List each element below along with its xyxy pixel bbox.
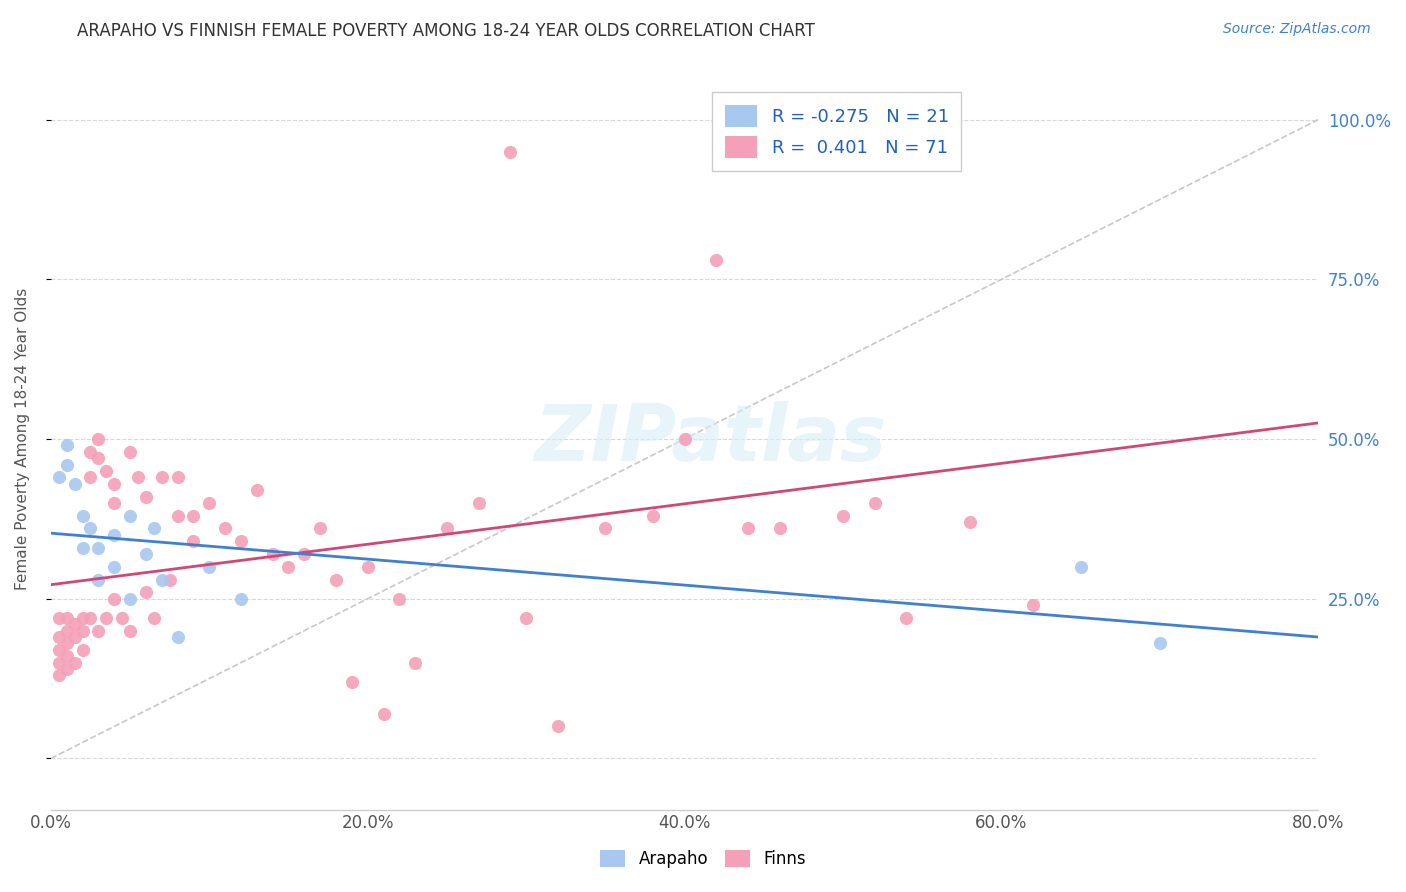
Point xyxy=(55,649,77,664)
Point xyxy=(214,521,236,535)
Point xyxy=(48,668,70,682)
Point xyxy=(166,630,188,644)
Point xyxy=(79,470,101,484)
Point xyxy=(87,573,110,587)
Point xyxy=(183,534,205,549)
Point xyxy=(72,508,94,523)
Point xyxy=(55,611,77,625)
Point xyxy=(135,585,157,599)
Point xyxy=(150,470,173,484)
Point xyxy=(229,534,252,549)
Point xyxy=(87,541,110,555)
Point xyxy=(340,674,363,689)
Point xyxy=(166,470,188,484)
Point xyxy=(737,521,759,535)
Point xyxy=(118,445,141,459)
Point xyxy=(357,559,380,574)
Point xyxy=(72,541,94,555)
Point xyxy=(388,591,411,606)
Point xyxy=(229,591,252,606)
Point xyxy=(142,521,165,535)
Point xyxy=(277,559,299,574)
Point xyxy=(96,464,118,478)
Point xyxy=(292,547,315,561)
Point xyxy=(309,521,332,535)
Point xyxy=(832,508,855,523)
Y-axis label: Female Poverty Among 18-24 Year Olds: Female Poverty Among 18-24 Year Olds xyxy=(15,288,30,591)
Text: Source: ZipAtlas.com: Source: ZipAtlas.com xyxy=(1223,22,1371,37)
Point xyxy=(896,611,918,625)
Point xyxy=(55,624,77,638)
Point xyxy=(135,547,157,561)
Point xyxy=(118,508,141,523)
Legend: R = -0.275   N = 21, R =  0.401   N = 71: R = -0.275 N = 21, R = 0.401 N = 71 xyxy=(711,93,962,170)
Text: ARAPAHO VS FINNISH FEMALE POVERTY AMONG 18-24 YEAR OLDS CORRELATION CHART: ARAPAHO VS FINNISH FEMALE POVERTY AMONG … xyxy=(77,22,815,40)
Point xyxy=(48,630,70,644)
Point xyxy=(262,547,284,561)
Point xyxy=(87,432,110,446)
Point xyxy=(55,458,77,472)
Point xyxy=(1070,559,1092,574)
Point xyxy=(103,476,125,491)
Point xyxy=(183,508,205,523)
Point xyxy=(87,451,110,466)
Point xyxy=(595,521,617,535)
Point xyxy=(55,636,77,650)
Text: ZIPatlas: ZIPatlas xyxy=(534,401,886,477)
Point xyxy=(103,559,125,574)
Legend: Arapaho, Finns: Arapaho, Finns xyxy=(593,843,813,875)
Point xyxy=(641,508,664,523)
Point xyxy=(63,656,86,670)
Point xyxy=(800,132,823,146)
Point xyxy=(63,476,86,491)
Point xyxy=(673,432,696,446)
Point xyxy=(48,643,70,657)
Point xyxy=(111,611,134,625)
Point xyxy=(863,496,886,510)
Point xyxy=(467,496,489,510)
Point xyxy=(373,706,395,721)
Point xyxy=(79,521,101,535)
Point xyxy=(72,624,94,638)
Point xyxy=(79,611,101,625)
Point xyxy=(1022,598,1045,612)
Point xyxy=(159,573,181,587)
Point xyxy=(55,662,77,676)
Point xyxy=(79,445,101,459)
Point xyxy=(166,508,188,523)
Point xyxy=(325,573,347,587)
Point xyxy=(48,470,70,484)
Point xyxy=(72,611,94,625)
Point xyxy=(127,470,149,484)
Point xyxy=(404,656,426,670)
Point xyxy=(515,611,537,625)
Point xyxy=(959,515,981,529)
Point xyxy=(55,438,77,452)
Point xyxy=(704,253,727,268)
Point xyxy=(768,521,790,535)
Point xyxy=(198,496,221,510)
Point xyxy=(499,145,522,159)
Point xyxy=(103,528,125,542)
Point xyxy=(142,611,165,625)
Point xyxy=(103,496,125,510)
Point xyxy=(436,521,458,535)
Point xyxy=(63,617,86,632)
Point xyxy=(198,559,221,574)
Point xyxy=(1149,636,1171,650)
Point xyxy=(246,483,269,497)
Point xyxy=(150,573,173,587)
Point xyxy=(87,624,110,638)
Point xyxy=(48,656,70,670)
Point xyxy=(118,624,141,638)
Point xyxy=(72,643,94,657)
Point xyxy=(547,719,569,733)
Point xyxy=(96,611,118,625)
Point xyxy=(103,591,125,606)
Point xyxy=(48,611,70,625)
Point xyxy=(135,490,157,504)
Point xyxy=(118,591,141,606)
Point xyxy=(63,630,86,644)
